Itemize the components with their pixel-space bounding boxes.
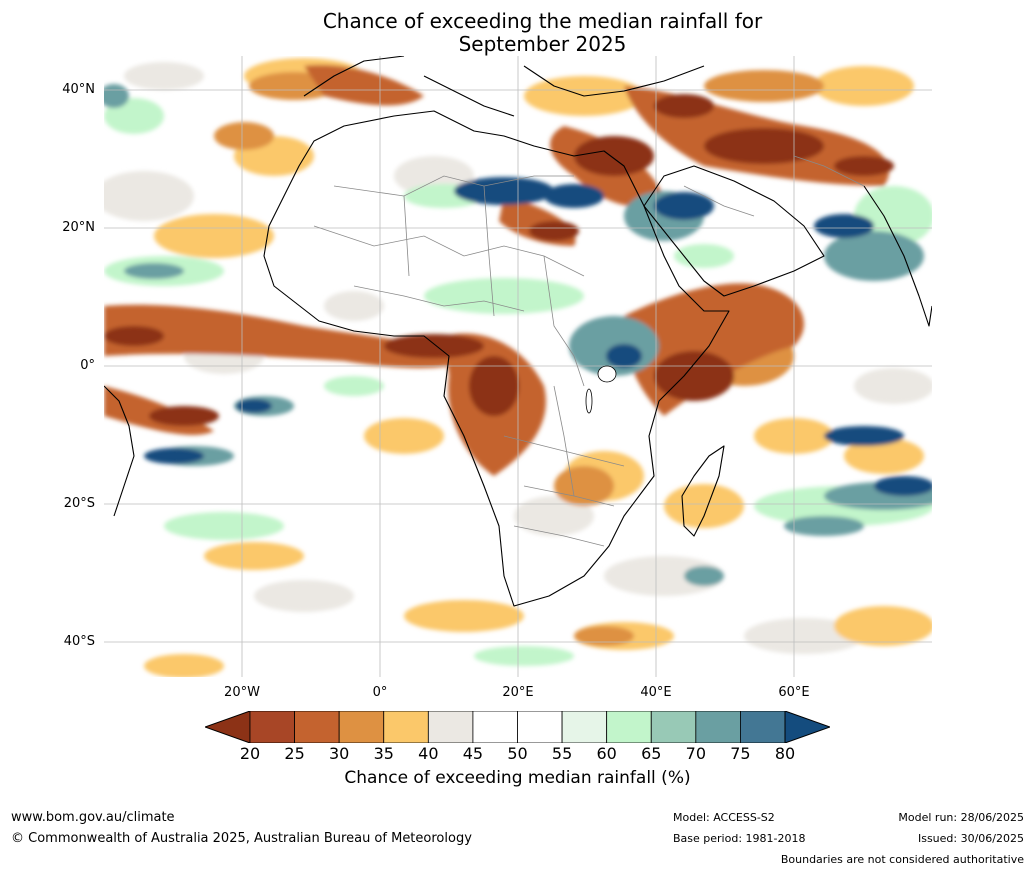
colorbar-tick-label: 75	[730, 744, 751, 763]
colorbar-segment	[338, 711, 385, 743]
colorbar-segment	[294, 711, 340, 743]
footer-disclaimer: Boundaries are not considered authoritat…	[780, 853, 1024, 866]
lat-label-20s: 20°S	[63, 496, 95, 511]
colorbar-segment	[249, 711, 295, 743]
colorbar-tick-label: 60	[596, 744, 617, 763]
rainfall-anomaly-field	[104, 58, 932, 677]
colorbar	[205, 711, 830, 743]
lat-label-20n: 20°N	[62, 220, 95, 235]
colorbar-tick-label: 45	[462, 744, 484, 763]
colorbar-tick-label: 70	[685, 744, 706, 763]
footer-website: www.bom.gov.au/climate	[11, 810, 175, 825]
footer-model: Model: ACCESS-S2	[673, 811, 775, 824]
rainfall-probability-map	[104, 56, 932, 677]
colorbar-tick-label: 35	[373, 744, 394, 763]
arabian-peninsula-coastline	[643, 165, 825, 297]
lon-label-60e: 60°E	[778, 685, 810, 700]
colorbar-segment	[383, 711, 429, 743]
india-coastline	[863, 185, 932, 327]
map-title-line2: September 2025	[458, 32, 627, 56]
lat-label-40n: 40°N	[62, 82, 95, 97]
footer-base-period: Base period: 1981-2018	[673, 832, 806, 845]
colorbar-tick-label: 50	[507, 744, 528, 763]
colorbar-tick-label: 55	[551, 744, 573, 763]
colorbar-extend-low	[205, 711, 251, 743]
africa-coastline	[263, 110, 730, 607]
colorbar-segment	[740, 711, 786, 743]
colorbar-segment	[606, 711, 652, 743]
colorbar-tick-label: 65	[641, 744, 662, 763]
colorbar-extend-high	[784, 711, 830, 743]
colorbar-segment	[472, 711, 518, 743]
lakes	[585, 365, 617, 414]
footer-issued: Issued: 30/06/2025	[917, 832, 1024, 845]
colorbar-label: Chance of exceeding median rainfall (%)	[344, 768, 691, 788]
lon-label-40e: 40°E	[640, 685, 672, 700]
footer-model-run: Model run: 28/06/2025	[898, 811, 1024, 824]
lat-label-0: 0°	[80, 358, 95, 373]
colorbar-segment	[650, 711, 697, 743]
colorbar-tick-label: 25	[284, 744, 305, 763]
south-america-coastline	[104, 385, 135, 517]
coastlines	[104, 56, 932, 607]
colorbar-tick-label: 30	[328, 744, 350, 763]
graticule	[104, 56, 932, 677]
lon-label-20w: 20°W	[224, 685, 260, 700]
madagascar-coastline	[681, 445, 725, 537]
colorbar-segment	[427, 711, 474, 743]
lon-label-20e: 20°E	[502, 685, 534, 700]
lat-label-40s: 40°S	[63, 634, 95, 649]
europe-coastline	[303, 56, 705, 117]
colorbar-tick-label: 80	[774, 744, 796, 763]
colorbar-segment	[695, 711, 741, 743]
colorbar-segment	[561, 711, 608, 743]
map-title-line1: Chance of exceeding the median rainfall …	[322, 9, 763, 33]
country-borders	[313, 155, 865, 547]
colorbar-segment	[517, 711, 563, 743]
colorbar-tick-label: 20	[239, 744, 261, 763]
footer-copyright: © Commonwealth of Australia 2025, Austra…	[11, 831, 472, 846]
colorbar-tick-label: 40	[418, 744, 439, 763]
lon-label-0: 0°	[372, 685, 388, 700]
